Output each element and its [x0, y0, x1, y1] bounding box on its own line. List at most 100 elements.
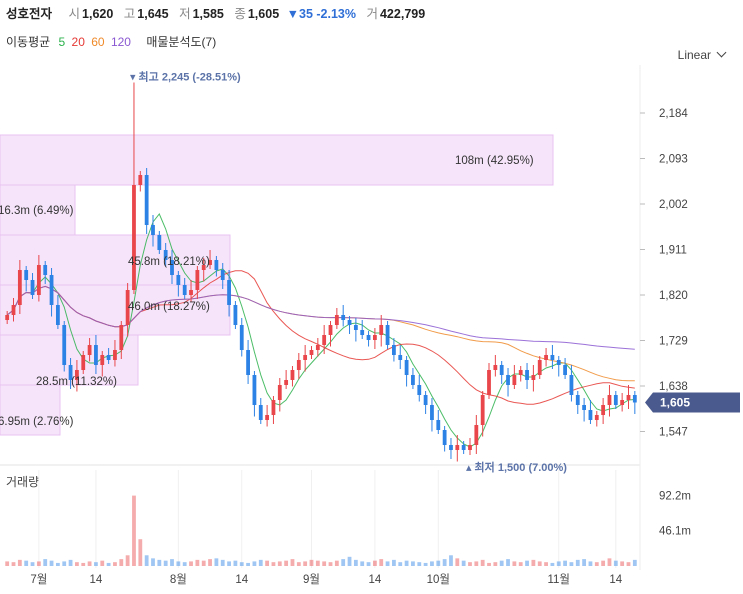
candle-body[interactable] — [411, 375, 415, 385]
candle-body[interactable] — [474, 425, 479, 445]
volume-profile-bar[interactable] — [0, 134, 554, 186]
volume-bar[interactable] — [258, 559, 263, 566]
volume-bar[interactable] — [239, 562, 244, 566]
volume-bar[interactable] — [284, 560, 289, 566]
candle-body[interactable] — [55, 305, 60, 325]
volume-bar[interactable] — [36, 561, 41, 566]
volume-bar[interactable] — [182, 562, 187, 566]
candle-body[interactable] — [132, 185, 136, 290]
volume-bar[interactable] — [17, 559, 22, 566]
volume-bar[interactable] — [208, 559, 212, 566]
volume-bar[interactable] — [322, 561, 327, 566]
candle-body[interactable] — [106, 355, 111, 360]
candle-body[interactable] — [430, 405, 434, 420]
candle-body[interactable] — [309, 350, 314, 355]
candle-body[interactable] — [594, 415, 599, 420]
ma-label[interactable]: 이동평균 — [6, 35, 51, 49]
candle-body[interactable] — [233, 305, 238, 325]
volume-bar[interactable] — [442, 559, 447, 566]
candle-body[interactable] — [525, 370, 529, 380]
candle-body[interactable] — [94, 345, 98, 365]
candle-body[interactable] — [563, 365, 567, 375]
candle-body[interactable] — [220, 270, 225, 280]
ma-120[interactable]: 120 — [110, 35, 131, 49]
candle-body[interactable] — [24, 270, 29, 280]
candle-body[interactable] — [512, 375, 517, 385]
candle-body[interactable] — [119, 325, 124, 350]
candle-body[interactable] — [163, 250, 168, 260]
ma-5[interactable]: 5 — [58, 35, 66, 49]
volume-bar[interactable] — [613, 560, 618, 566]
candle-body[interactable] — [487, 370, 491, 395]
volume-bar[interactable] — [157, 559, 162, 566]
volume-bar[interactable] — [430, 561, 434, 566]
volume-bar[interactable] — [68, 559, 73, 566]
candle-body[interactable] — [550, 355, 555, 360]
volume-bar[interactable] — [113, 562, 117, 566]
candle-body[interactable] — [353, 325, 358, 330]
candle-body[interactable] — [138, 175, 143, 185]
candle-body[interactable] — [113, 350, 117, 360]
candle-body[interactable] — [170, 260, 174, 275]
candle-body[interactable] — [480, 395, 485, 425]
volume-profile-bar[interactable] — [0, 384, 61, 436]
candle-body[interactable] — [544, 355, 548, 360]
candle-body[interactable] — [569, 375, 574, 395]
volume-bar[interactable] — [506, 559, 510, 566]
candle-body[interactable] — [556, 360, 561, 365]
candle-body[interactable] — [125, 290, 130, 325]
volume-bar[interactable] — [372, 560, 377, 566]
candle-body[interactable] — [322, 335, 327, 345]
volume-bar[interactable] — [201, 560, 206, 566]
volume-bar[interactable] — [75, 562, 79, 566]
volume-bar[interactable] — [296, 562, 301, 566]
candle-body[interactable] — [366, 335, 371, 340]
volume-bar[interactable] — [594, 562, 599, 566]
candle-body[interactable] — [157, 235, 162, 250]
volume-bar[interactable] — [632, 559, 637, 566]
candle-body[interactable] — [372, 335, 377, 340]
candle-body[interactable] — [632, 395, 637, 403]
volume-bar[interactable] — [347, 556, 352, 566]
volume-bar[interactable] — [601, 560, 606, 566]
volume-bar[interactable] — [170, 559, 174, 566]
candle-body[interactable] — [68, 365, 73, 380]
candle-body[interactable] — [246, 350, 250, 375]
candle-body[interactable] — [360, 330, 365, 335]
volume-bar[interactable] — [81, 562, 86, 566]
candle-body[interactable] — [613, 395, 618, 405]
volume-bar[interactable] — [214, 558, 219, 566]
volume-bar[interactable] — [125, 555, 130, 566]
candle-body[interactable] — [208, 260, 212, 265]
volume-bar[interactable] — [392, 559, 396, 566]
volume-profile-bar[interactable] — [0, 184, 76, 236]
volume-bar[interactable] — [436, 560, 441, 566]
candle-body[interactable] — [30, 280, 35, 295]
candle-body[interactable] — [258, 405, 263, 420]
volume-bar[interactable] — [49, 560, 54, 566]
candle-body[interactable] — [100, 355, 105, 365]
candle-body[interactable] — [182, 285, 187, 295]
candle-body[interactable] — [398, 355, 403, 360]
scale-mode-dropdown[interactable]: Linear — [678, 47, 727, 62]
candle-body[interactable] — [461, 445, 466, 450]
volume-bar[interactable] — [138, 539, 143, 566]
candle-body[interactable] — [252, 375, 257, 405]
candle-body[interactable] — [442, 430, 447, 445]
volume-bar[interactable] — [493, 562, 498, 566]
candle-body[interactable] — [601, 405, 606, 415]
volume-bar[interactable] — [334, 560, 339, 566]
volume-bar[interactable] — [366, 562, 371, 566]
candle-body[interactable] — [455, 445, 460, 450]
volume-bar[interactable] — [132, 495, 136, 566]
volume-bar[interactable] — [176, 561, 181, 566]
candle-body[interactable] — [151, 225, 155, 235]
candle-body[interactable] — [537, 360, 542, 375]
candle-body[interactable] — [493, 365, 498, 370]
volume-bar[interactable] — [575, 559, 580, 566]
volume-bar[interactable] — [404, 560, 409, 566]
candle-body[interactable] — [277, 385, 282, 400]
volume-bar[interactable] — [43, 559, 48, 566]
volume-bar[interactable] — [360, 561, 365, 566]
volume-bar[interactable] — [468, 562, 472, 566]
